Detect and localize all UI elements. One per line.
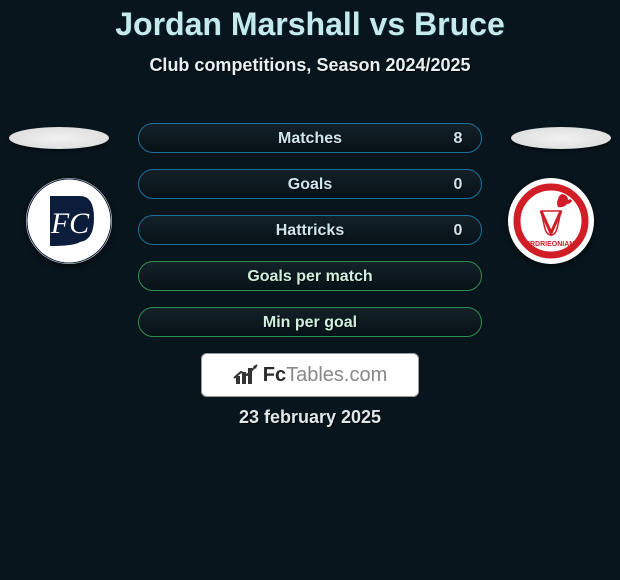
stat-list: Matches 8 Goals 0 Hattricks 0 Goals per match M… <box>138 123 482 353</box>
snapshot-date: 23 february 2025 <box>0 407 620 428</box>
stat-value-right: 0 <box>435 216 481 246</box>
stat-label: Min per goal <box>263 314 357 331</box>
brand-text: FcTables.com <box>263 364 388 387</box>
stat-value-right: 0 <box>435 170 481 200</box>
brand-prefix: Fc <box>263 364 286 386</box>
dundee-crest-icon: FC <box>26 178 112 264</box>
brand-suffix: Tables.com <box>286 364 387 386</box>
page-title: Jordan Marshall vs Bruce <box>0 0 620 43</box>
flag-left <box>9 127 109 149</box>
stat-label: Goals <box>288 176 332 193</box>
bar-chart-icon <box>233 364 259 386</box>
svg-text:FC: FC <box>50 207 90 240</box>
stat-row: Goals 0 <box>138 169 482 199</box>
stat-row: Matches 8 <box>138 123 482 153</box>
brand-card: FcTables.com <box>201 353 419 397</box>
svg-text:AIRDRIEONIANS: AIRDRIEONIANS <box>523 241 579 248</box>
stat-row: Hattricks 0 <box>138 215 482 245</box>
page-subtitle: Club competitions, Season 2024/2025 <box>0 55 620 76</box>
club-badge-right: AIRDRIEONIANS <box>508 178 594 264</box>
stat-label: Goals per match <box>247 268 372 285</box>
stat-value-right: 8 <box>435 124 481 154</box>
flag-right <box>511 127 611 149</box>
comparison-card: Jordan Marshall vs Bruce Club competitio… <box>0 0 620 580</box>
stat-label: Matches <box>278 130 342 147</box>
stat-row: Min per goal <box>138 307 482 337</box>
club-badge-left: FC <box>26 178 112 264</box>
stat-row: Goals per match <box>138 261 482 291</box>
stat-label: Hattricks <box>276 222 344 239</box>
airdrie-crest-icon: AIRDRIEONIANS <box>508 178 594 264</box>
